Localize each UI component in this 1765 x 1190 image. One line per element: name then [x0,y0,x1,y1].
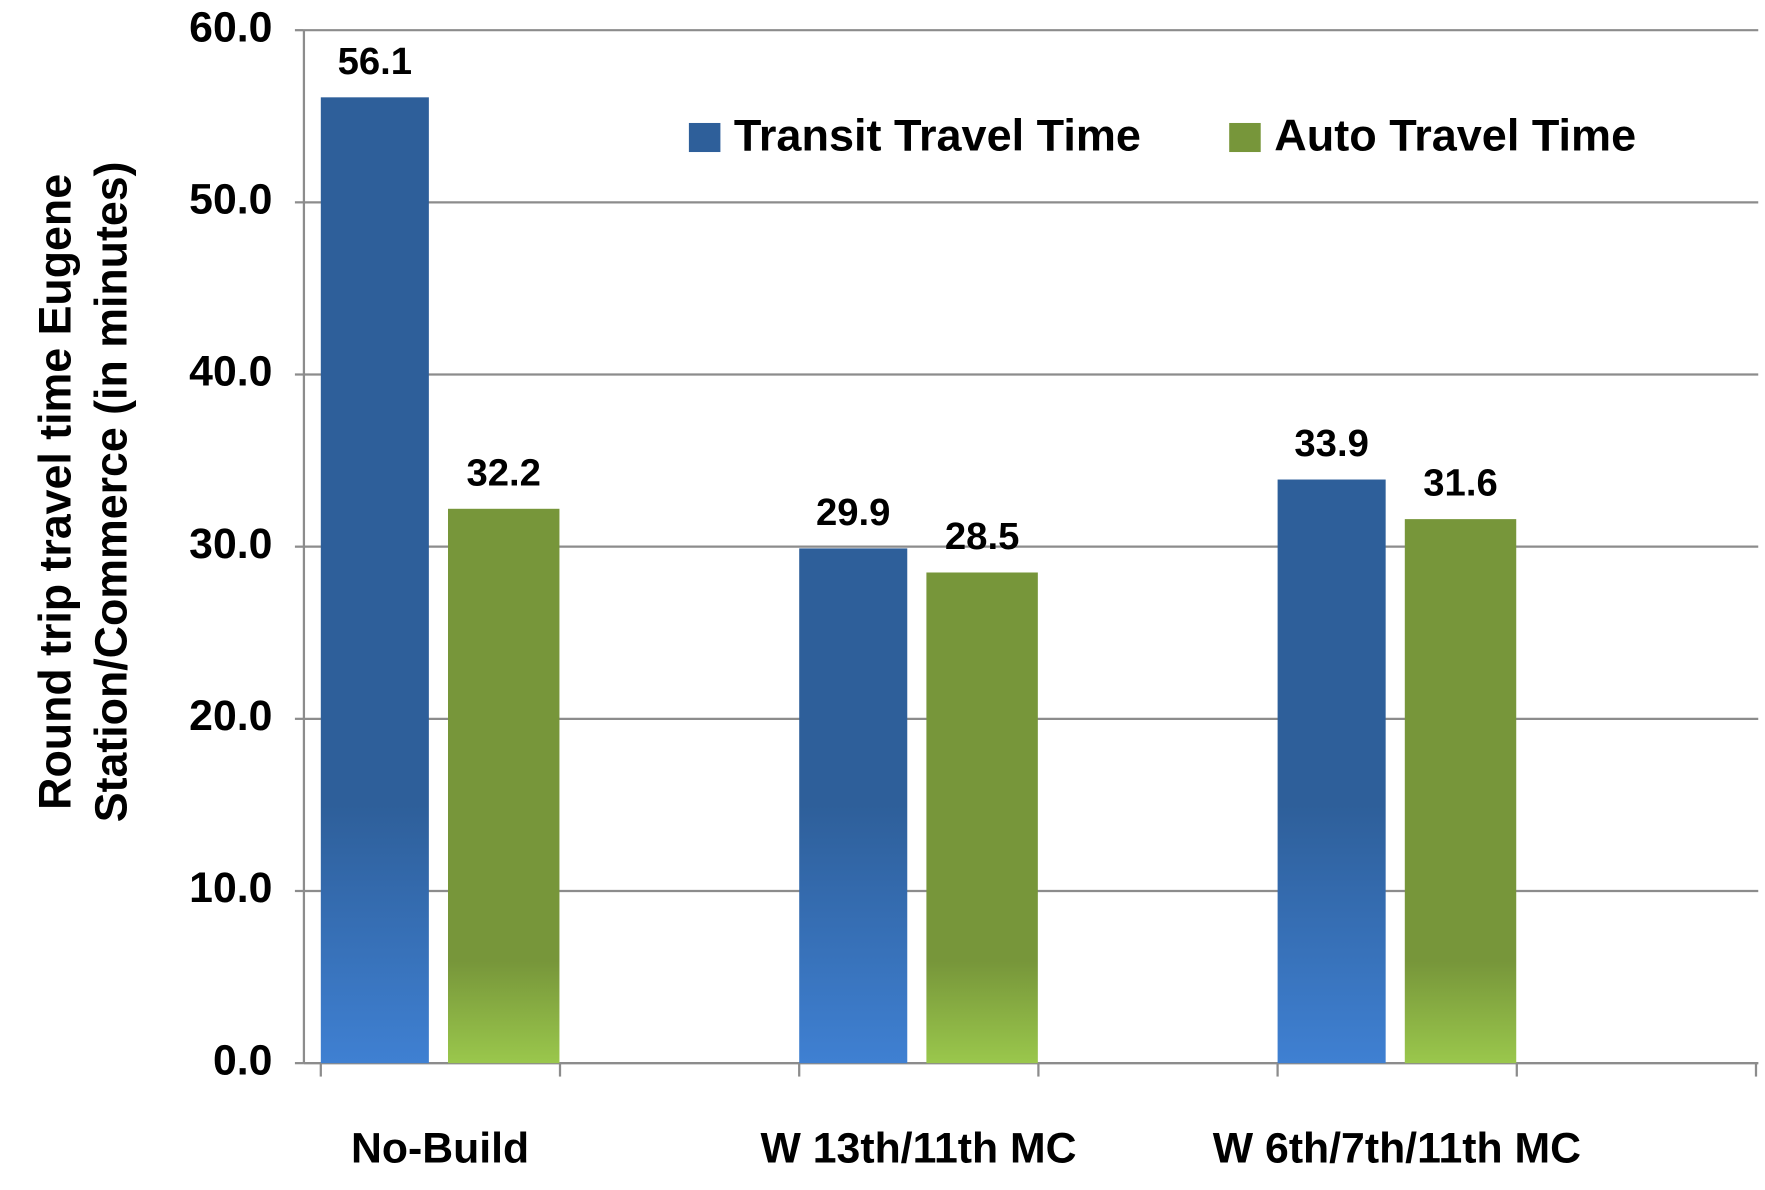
y-tick-label: 30.0 [189,520,272,568]
x-tick-label: No-Build [351,1125,529,1173]
bar [1404,519,1517,1064]
data-label: 31.6 [1423,462,1497,505]
bar [799,548,908,1064]
x-tick-label: W 13th/11th MC [761,1125,1077,1173]
data-label: 32.2 [466,451,540,494]
y-tick-label: 20.0 [189,692,272,740]
y-tick-label: 60.0 [189,4,272,52]
y-tick-label: 40.0 [189,348,272,396]
data-label: 33.9 [1294,422,1368,465]
legend-label: Transit Travel Time [734,110,1141,161]
data-label: 28.5 [945,515,1019,558]
data-label: 29.9 [816,491,890,534]
legend-swatch [688,122,721,153]
y-tick-label: 50.0 [189,176,272,224]
bar [926,572,1038,1064]
bar [320,97,429,1064]
legend-label: Auto Travel Time [1274,110,1636,161]
legend-swatch [1229,122,1261,153]
bar [448,508,560,1064]
data-label: 56.1 [338,40,412,83]
y-tick-label: 10.0 [189,864,272,912]
bar [1277,479,1386,1064]
y-axis-title-line: Station/Commerce (in minutes) [86,162,137,823]
y-axis-title: Round trip travel time Eugene Station/Co… [29,162,136,823]
y-tick-label: 0.0 [213,1037,272,1085]
x-tick-label: W 6th/7th/11th MC [1213,1125,1581,1173]
y-axis-title-line: Round trip travel time Eugene [29,174,80,810]
